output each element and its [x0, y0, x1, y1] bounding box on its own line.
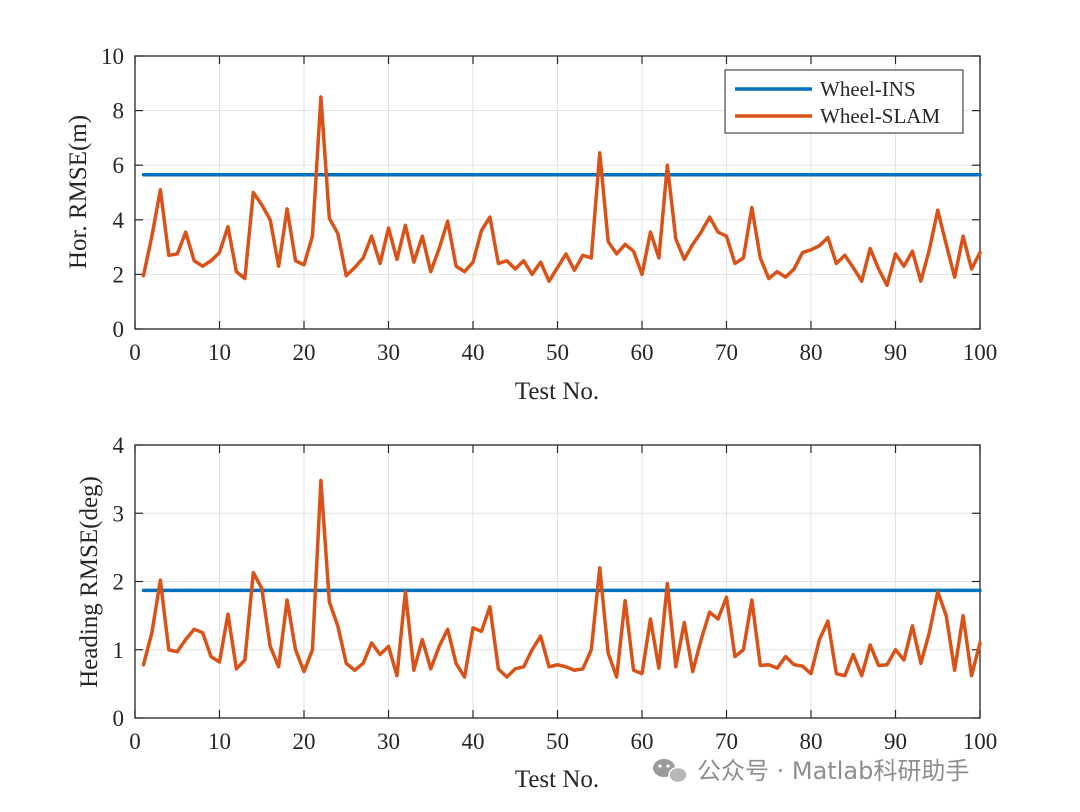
chart1-x-axis-title: Test No.: [515, 378, 599, 405]
chart1-y-tick-label: 10: [101, 44, 124, 69]
chart1-x-tick-label: 60: [631, 340, 654, 365]
chart2-x-tick-label: 0: [129, 729, 141, 754]
chart1-x-tick-label: 70: [715, 340, 738, 365]
watermark: 公众号 · Matlab科研助手: [653, 757, 969, 785]
chart1-y-axis-title: Hor. RMSE(m): [65, 115, 92, 269]
watermark-text: 公众号 · Matlab科研助手: [697, 757, 969, 785]
chart2-y-tick-label: 2: [113, 570, 125, 595]
chart2-x-tick-label: 100: [963, 729, 998, 754]
chart2-y-tick-label: 0: [113, 706, 125, 731]
chart2-y-axis-title: Heading RMSE(deg): [76, 476, 103, 688]
chart1-legend: Wheel-INS Wheel-SLAM: [724, 69, 964, 134]
chart2-gridlines: [134, 444, 981, 719]
chart1-x-tick-label: 40: [462, 340, 485, 365]
chart2-series: [141, 478, 982, 679]
chart1-x-tick-label: 30: [377, 340, 400, 365]
chart2-x-tick-label: 30: [377, 729, 400, 754]
wechat-icon: [653, 759, 688, 784]
chart1-x-tick-label: 80: [800, 340, 823, 365]
chart2-x-tick-label: 90: [884, 729, 907, 754]
chart1-y-tick-label: 2: [113, 262, 125, 287]
chart2-y-tick-label: 3: [113, 501, 125, 526]
chart2-x-tick-label: 70: [715, 729, 738, 754]
chart1-x-tick-label: 50: [546, 340, 569, 365]
chart2-x-tick-label: 80: [800, 729, 823, 754]
chart2-x-axis-title: Test No.: [515, 766, 599, 793]
chart2-x-tick-label: 60: [631, 729, 654, 754]
legend-label-wheel-slam: Wheel-SLAM: [820, 104, 940, 128]
chart2-ticks: 0 10 20 30 40 50 60 70 80 90 100 0 1 2 3 4: [113, 433, 998, 754]
chart2-y-tick-label: 1: [113, 638, 125, 663]
chart2-x-tick-label: 40: [462, 729, 485, 754]
chart1-series: [141, 95, 982, 288]
chart1-x-tick-label: 90: [884, 340, 907, 365]
chart2-x-tick-label: 10: [208, 729, 231, 754]
chart-horizontal-rmse: 0 10 20 30 40 50 60 70 80 90 100 0 2 4 6 8 10 Test No. H…: [65, 44, 997, 405]
chart1-y-tick-label: 6: [113, 153, 125, 178]
chart1-ticks: 0 10 20 30 40 50 60 70 80 90 100 0 2 4 6 8 10: [101, 44, 997, 365]
chart1-y-tick-label: 4: [113, 208, 125, 233]
legend-label-wheel-ins: Wheel-INS: [820, 77, 916, 101]
chart1-y-tick-label: 8: [113, 99, 125, 124]
chart2-x-tick-label: 20: [293, 729, 316, 754]
chart1-x-tick-label: 0: [129, 340, 141, 365]
chart1-x-tick-label: 20: [293, 340, 316, 365]
chart-heading-rmse: 0 10 20 30 40 50 60 70 80 90 100 0 1 2 3 4 Test No. Hea…: [76, 433, 997, 793]
legend-box: [724, 69, 964, 134]
chart1-series-wheel-slam: [141, 95, 982, 288]
chart1-x-tick-label: 10: [208, 340, 231, 365]
chart2-series-wheel-slam: [141, 478, 982, 679]
chart2-x-tick-label: 50: [546, 729, 569, 754]
chart2-y-tick-label: 4: [113, 433, 125, 458]
chart1-x-tick-label: 100: [963, 340, 998, 365]
chart1-y-tick-label: 0: [113, 317, 125, 342]
